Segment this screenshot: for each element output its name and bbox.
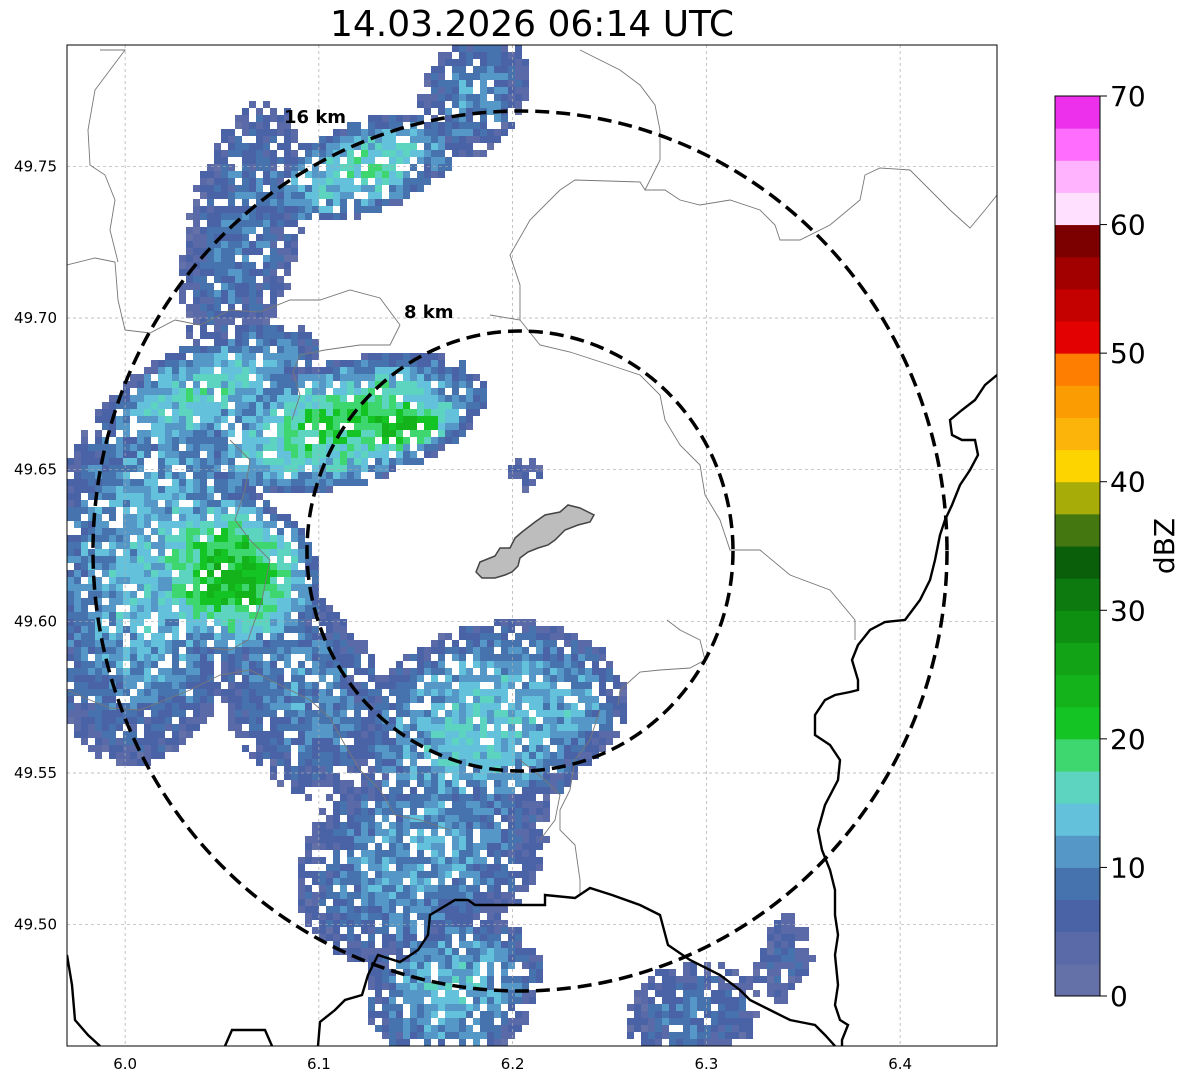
colorbar-swatch <box>1055 578 1100 611</box>
luxembourg-city-outline <box>475 504 596 579</box>
colorbar-swatch <box>1055 224 1100 258</box>
colorbar-tick-label: 20 <box>1110 723 1146 756</box>
range-ring-16km <box>91 109 949 993</box>
range-ring-8km <box>305 329 735 773</box>
colorbar-swatch <box>1055 288 1100 322</box>
plot-frame <box>66 44 998 1047</box>
colorbar: 0 10 20 30 40 50 60 70 dBZ <box>1054 80 1181 1013</box>
colorbar-swatch <box>1055 546 1100 579</box>
range-rings <box>91 109 949 993</box>
colorbar-swatch <box>1055 481 1100 515</box>
colorbar-swatch <box>1055 963 1100 997</box>
radar-echo-layer <box>67 45 816 1046</box>
colorbar-swatch <box>1055 899 1100 933</box>
x-axis-ticks: 6.0 6.1 6.2 6.3 6.4 <box>113 1055 912 1073</box>
colorbar-swatch <box>1055 835 1100 868</box>
colorbar-swatch <box>1055 449 1100 483</box>
colorbar-tick-label: 30 <box>1110 594 1146 627</box>
colorbar-swatch <box>1055 192 1100 226</box>
y-tick-label: 49.75 <box>14 157 57 175</box>
x-tick-label: 6.3 <box>694 1055 718 1073</box>
colorbar-tick-label: 10 <box>1110 851 1146 884</box>
colorbar-swatch <box>1055 417 1100 451</box>
colorbar-swatch <box>1055 803 1100 836</box>
colorbar-swatch <box>1055 321 1100 354</box>
x-tick-label: 6.2 <box>501 1055 525 1073</box>
colorbar-swatch <box>1055 738 1100 772</box>
commune-boundaries <box>67 49 997 895</box>
colorbar-swatch <box>1055 160 1100 193</box>
y-tick-label: 49.60 <box>14 612 57 630</box>
colorbar-swatch <box>1055 256 1100 290</box>
y-tick-label: 49.50 <box>14 916 57 934</box>
y-axis-ticks: 49.75 49.70 49.65 49.60 49.55 49.50 <box>14 157 57 933</box>
x-tick-label: 6.0 <box>113 1055 137 1073</box>
colorbar-swatch <box>1055 931 1100 965</box>
colorbar-swatch <box>1055 771 1100 804</box>
colorbar-tick-label: 60 <box>1110 209 1146 242</box>
x-tick-label: 6.1 <box>307 1055 331 1073</box>
colorbar-swatch <box>1055 385 1100 418</box>
colorbar-swatch <box>1055 642 1100 676</box>
y-tick-label: 49.70 <box>14 309 57 327</box>
colorbar-swatch <box>1055 128 1100 161</box>
range-ring-label-8km: 8 km <box>404 302 454 323</box>
range-ring-label-16km: 16 km <box>284 107 346 128</box>
map-title: 14.03.2026 06:14 UTC <box>329 4 735 45</box>
colorbar-tick-label: 0 <box>1110 980 1128 1013</box>
colorbar-swatch <box>1055 706 1100 740</box>
colorbar-swatch <box>1055 353 1100 386</box>
y-tick-label: 49.65 <box>14 461 57 479</box>
colorbar-tick-label: 50 <box>1110 337 1146 370</box>
colorbar-tick-label: 70 <box>1110 80 1146 113</box>
national-border <box>67 374 997 1046</box>
colorbar-swatch <box>1055 513 1100 547</box>
colorbar-tick-label: 40 <box>1110 466 1146 499</box>
colorbar-swatch <box>1055 867 1100 901</box>
colorbar-swatch <box>1055 674 1100 708</box>
colorbar-swatch <box>1055 96 1100 129</box>
y-tick-label: 49.55 <box>14 764 57 782</box>
colorbar-swatch <box>1055 610 1100 643</box>
x-tick-label: 6.4 <box>888 1055 912 1073</box>
colorbar-unit-label: dBZ <box>1148 518 1181 574</box>
